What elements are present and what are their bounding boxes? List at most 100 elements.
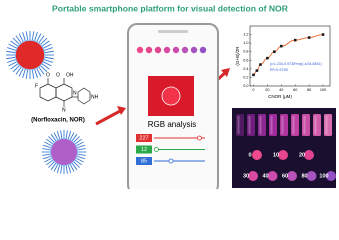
fit-equation: y=1.234-0.9735*exp(-x/34.6541): [270, 62, 322, 66]
x-tick-label: 80: [307, 88, 311, 92]
nano-spike: [67, 130, 72, 140]
nano-spike: [38, 35, 45, 44]
nano-spike: [69, 132, 75, 141]
nano-spike: [42, 153, 52, 156]
atom: N: [62, 107, 66, 113]
nano-spike: [31, 31, 35, 41]
nano-spike: [56, 130, 61, 140]
nano-spike: [76, 155, 86, 160]
nano-spike: [10, 63, 19, 70]
color-dot: [190, 46, 198, 54]
x-tick-label: 20: [265, 88, 269, 92]
nano-spike: [25, 31, 29, 41]
nano-shell: [49, 137, 79, 167]
nano-spike: [6, 56, 16, 60]
point: [280, 44, 283, 48]
nano-spike: [36, 33, 42, 43]
vial-glow: [237, 116, 240, 134]
concentration-label: 20: [299, 152, 305, 158]
nano-spike: [31, 69, 35, 79]
concentration-label: 80: [301, 173, 307, 179]
vial: [247, 114, 255, 136]
vial: [280, 114, 288, 136]
atom: O: [56, 72, 60, 78]
point: [259, 63, 262, 66]
y-tick-label: 0.8: [243, 50, 248, 54]
nano-spike: [12, 37, 21, 46]
vial: [302, 114, 310, 136]
nano-shell: [14, 39, 46, 71]
nano-spike: [43, 47, 53, 51]
x-tick-label: 0: [252, 88, 254, 92]
fluorescent-spot: [304, 150, 314, 160]
color-dot: [199, 46, 207, 54]
vial: [236, 114, 244, 136]
nano-spike: [15, 66, 22, 75]
rgb-knob: [153, 147, 159, 152]
molecule-structure: [39, 78, 91, 107]
vial-glow: [303, 116, 306, 134]
phone-caption: RGB analysis: [148, 120, 196, 129]
nano-spike: [50, 162, 57, 171]
vial-glow: [248, 116, 251, 134]
rgb-knob: [168, 158, 174, 164]
nano-spike: [53, 163, 59, 172]
concentration-label: 10: [273, 152, 279, 158]
color-dot: [181, 46, 189, 54]
nano-spike: [74, 138, 83, 145]
x-tick-label: 100: [320, 88, 326, 92]
y-tick-label: 0.2: [243, 75, 248, 79]
nano-spike: [65, 130, 68, 140]
fluorescent-spot: [306, 171, 317, 181]
nano-spike: [41, 40, 50, 47]
nano-spike: [36, 67, 42, 77]
nano-spike: [22, 68, 26, 78]
arrow-head: [221, 68, 230, 77]
fluorescent-spot: [326, 171, 336, 181]
vial-glow: [281, 116, 284, 134]
atom: OH: [66, 72, 74, 78]
x-tick-label: 40: [279, 88, 283, 92]
nano-spike: [42, 144, 52, 149]
nano-spike: [48, 136, 55, 143]
rgb-value: 12: [141, 147, 147, 153]
nano-spike: [42, 61, 52, 67]
nano-spike: [67, 164, 72, 174]
nano-core: [50, 138, 78, 166]
fluorescent-spot: [278, 150, 288, 160]
nano-spike: [34, 32, 38, 42]
nano-spike: [8, 43, 18, 49]
nano-spike: [39, 64, 48, 73]
rgb-badge: [136, 157, 152, 165]
atom: F: [35, 83, 38, 89]
r-squared: R²=0.9790: [270, 68, 288, 72]
x-tick-label: 60: [293, 88, 297, 92]
nano-spike: [43, 59, 53, 63]
color-dot: [172, 46, 180, 54]
rgb-badge: [136, 134, 152, 142]
vial: [258, 114, 266, 136]
nano-spike: [53, 132, 59, 141]
nano-spike: [73, 136, 80, 143]
color-dot: [136, 46, 144, 54]
y-tick-label: 0.4: [243, 67, 248, 71]
molecule-label: (Norfloxacin, NOR): [31, 118, 85, 124]
nano-spike: [18, 67, 24, 77]
concentration-label: 100: [319, 173, 328, 179]
nano-spike: [44, 50, 54, 54]
vial: [324, 114, 332, 136]
arrow: [95, 108, 123, 126]
y-tick-label: 1.0: [243, 41, 248, 45]
vial: [269, 114, 277, 136]
nano-spike: [76, 144, 86, 149]
nano-spike: [69, 163, 75, 172]
nano-spike: [12, 64, 21, 73]
concentration-label: 30: [243, 173, 249, 179]
vial-glow: [325, 116, 328, 134]
point: [255, 69, 259, 72]
title: Portable smartphone platform for visual …: [52, 3, 289, 13]
nano-spike: [42, 148, 52, 151]
fluorescent-spot: [287, 171, 297, 181]
nano-spike: [34, 68, 38, 78]
nano-spike: [65, 164, 68, 174]
